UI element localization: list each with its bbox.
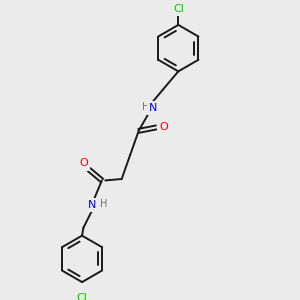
Text: N: N bbox=[148, 103, 157, 113]
Text: H: H bbox=[100, 199, 107, 208]
Text: H: H bbox=[142, 102, 149, 112]
Text: O: O bbox=[79, 158, 88, 168]
Text: Cl: Cl bbox=[76, 293, 88, 300]
Text: Cl: Cl bbox=[173, 4, 184, 14]
Text: N: N bbox=[88, 200, 96, 210]
Text: O: O bbox=[159, 122, 168, 132]
